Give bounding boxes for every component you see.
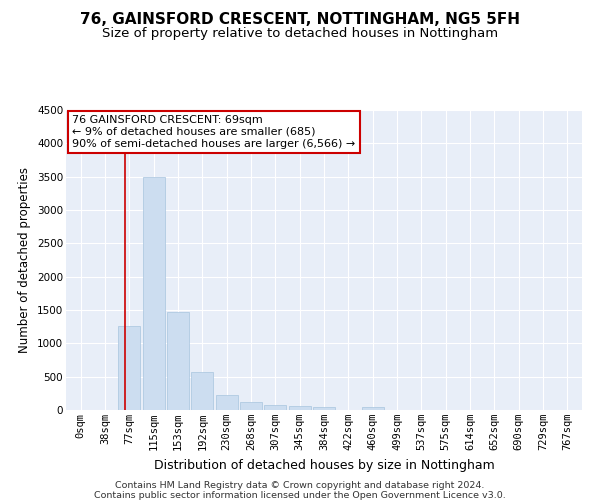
Bar — [265, 404, 286, 410]
Bar — [143, 176, 164, 410]
Bar — [313, 408, 335, 410]
Bar — [215, 396, 238, 410]
Bar — [240, 402, 262, 410]
X-axis label: Distribution of detached houses by size in Nottingham: Distribution of detached houses by size … — [154, 458, 494, 471]
Bar — [289, 406, 311, 410]
Text: Contains public sector information licensed under the Open Government Licence v3: Contains public sector information licen… — [94, 491, 506, 500]
Text: Size of property relative to detached houses in Nottingham: Size of property relative to detached ho… — [102, 28, 498, 40]
Bar — [118, 326, 140, 410]
Bar — [191, 372, 213, 410]
Y-axis label: Number of detached properties: Number of detached properties — [19, 167, 31, 353]
Text: 76 GAINSFORD CRESCENT: 69sqm
← 9% of detached houses are smaller (685)
90% of se: 76 GAINSFORD CRESCENT: 69sqm ← 9% of det… — [72, 116, 355, 148]
Bar — [362, 406, 383, 410]
Bar — [167, 312, 189, 410]
Text: 76, GAINSFORD CRESCENT, NOTTINGHAM, NG5 5FH: 76, GAINSFORD CRESCENT, NOTTINGHAM, NG5 … — [80, 12, 520, 28]
Text: Contains HM Land Registry data © Crown copyright and database right 2024.: Contains HM Land Registry data © Crown c… — [115, 481, 485, 490]
